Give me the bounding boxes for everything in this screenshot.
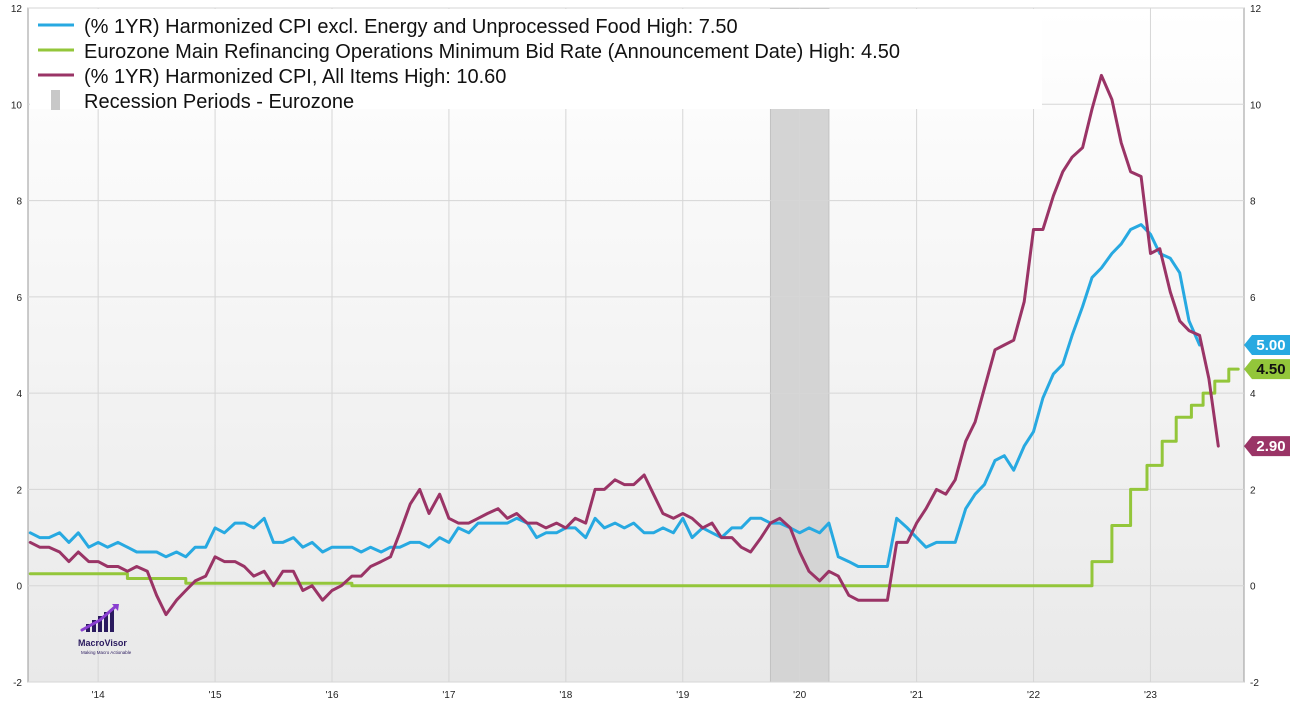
x-tick-label: '18 xyxy=(559,690,572,701)
y-tick-label-left: 2 xyxy=(16,485,22,496)
plot-area xyxy=(27,7,1245,683)
y-tick-label-left: 8 xyxy=(16,197,22,208)
macrovisor-logo: MacroVisor Making Macro Actionable xyxy=(78,604,132,655)
logo-bar-4 xyxy=(104,612,108,632)
logo-bar-3 xyxy=(98,616,102,632)
legend-label-3: Recession Periods - Eurozone xyxy=(84,91,354,113)
logo-arrowhead-icon xyxy=(112,604,119,611)
y-tick-label-left: 0 xyxy=(16,582,22,593)
y-tick-label-right: 2 xyxy=(1250,485,1256,496)
x-tick-label: '20 xyxy=(793,690,806,701)
x-tick-label: '15 xyxy=(209,690,222,701)
y-tick-label-right: 4 xyxy=(1250,389,1256,400)
x-tick-label: '16 xyxy=(325,690,338,701)
y-tick-label-left: -2 xyxy=(13,678,22,689)
logo-arrow-icon xyxy=(80,604,118,632)
end-value-tag-0: 5.00 xyxy=(1244,335,1290,355)
series-line-0 xyxy=(28,223,1202,568)
end-value-tag-shape xyxy=(1244,359,1290,380)
axis-layer: -2 -2 0 0 2 2 4 4 6 6 8 8 10 10 12 12 '14 '15 '16 '17 '18 '19… xyxy=(11,4,1262,701)
series-layer xyxy=(28,73,1240,617)
y-tick-label-right: 10 xyxy=(1250,100,1262,111)
end-value-tag-shape xyxy=(1244,335,1290,355)
y-tick-label-left: 10 xyxy=(11,100,23,111)
legend-label-1: Eurozone Main Refinancing Operations Min… xyxy=(84,41,900,63)
x-tick-label: '21 xyxy=(910,690,923,701)
legend-swatch-3 xyxy=(51,90,60,110)
legend-label-0: (% 1YR) Harmonized CPI excl. Energy and … xyxy=(84,16,738,38)
x-tick-label: '23 xyxy=(1144,690,1157,701)
logo-name: MacroVisor xyxy=(78,638,127,648)
end-value-tag-1: 4.50 xyxy=(1244,359,1290,380)
series-line-1 xyxy=(28,367,1240,588)
x-tick-label: '19 xyxy=(676,690,689,701)
series-line-2 xyxy=(28,73,1220,617)
end-value-label: 5.00 xyxy=(1256,337,1285,354)
x-tick-label: '22 xyxy=(1027,690,1040,701)
end-value-label: 2.90 xyxy=(1256,438,1285,455)
y-tick-label-left: 6 xyxy=(16,293,22,304)
x-tick-label: '17 xyxy=(442,690,455,701)
y-tick-label-right: 0 xyxy=(1250,582,1256,593)
y-tick-label-left: 12 xyxy=(11,4,23,15)
y-tick-label-right: 12 xyxy=(1250,4,1262,15)
legend-label-2: (% 1YR) Harmonized CPI, All Items High: … xyxy=(84,66,506,88)
y-tick-label-right: 8 xyxy=(1250,197,1256,208)
end-value-tag-shape xyxy=(1244,436,1290,457)
y-tick-label-right: 6 xyxy=(1250,293,1256,304)
y-tick-label-left: 4 xyxy=(16,389,22,400)
legend-background xyxy=(30,9,1042,109)
legend: (% 1YR) Harmonized CPI excl. Energy and … xyxy=(30,9,1042,113)
end-value-label: 4.50 xyxy=(1256,361,1285,378)
y-tick-label-right: -2 xyxy=(1250,678,1259,689)
x-tick-label: '14 xyxy=(92,690,105,701)
logo-bar-5 xyxy=(110,609,114,632)
end-value-tag-2: 2.90 xyxy=(1244,436,1290,457)
logo-tagline: Making Macro Actionable xyxy=(81,650,132,655)
logo-bar-2 xyxy=(92,620,96,632)
end-label-layer: 5.00 4.50 2.90 xyxy=(1244,335,1290,457)
